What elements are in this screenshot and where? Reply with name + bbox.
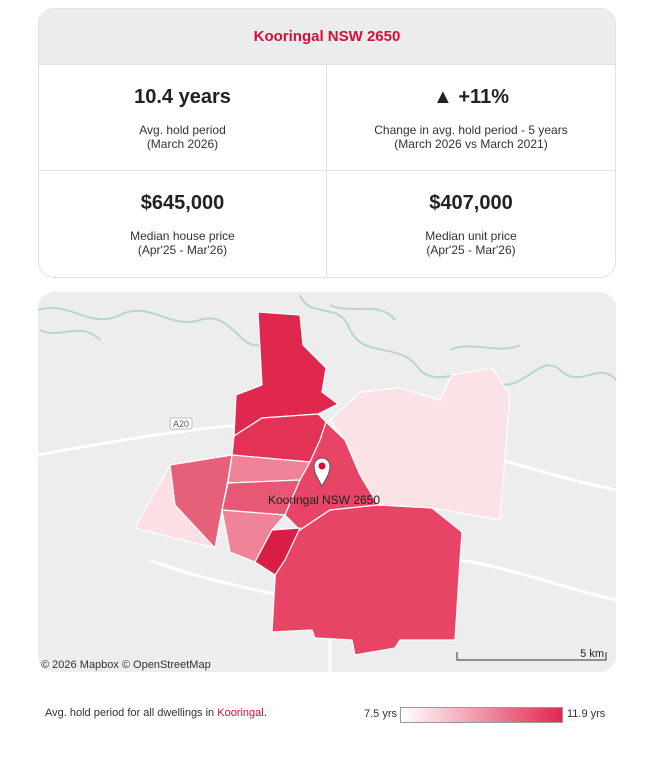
- stat-cell: ▲ +11% Change in avg. hold period - 5 yea…: [327, 65, 615, 171]
- card-title: Kooringal NSW 2650: [39, 9, 615, 65]
- stat-label: Avg. hold period (March 2026): [39, 123, 326, 151]
- summary-card: Kooringal NSW 2650 10.4 years Avg. hold p…: [38, 8, 616, 278]
- stat-value: $645,000: [140, 192, 225, 214]
- legend-max: 11.9 yrs: [567, 708, 606, 720]
- scale-label: 5 km: [580, 648, 604, 660]
- suburb: Kooringal: [217, 707, 264, 719]
- legend-min: 7.5 yrs: [363, 708, 397, 720]
- caption: Avg. hold period for all dwellings in: [45, 707, 218, 719]
- scale-bar: [456, 652, 607, 661]
- stat-label: Median house price (Apr'25 - Mar'26): [39, 229, 326, 257]
- caption-end: .: [263, 707, 267, 719]
- map-canvas: Kooringal NSW 2650 A20 © 2026 Mapbox © O…: [38, 292, 616, 672]
- legend-caption: Avg. hold period for all dwellings in Ko…: [45, 707, 267, 719]
- stats-grid: 10.4 years Avg. hold period (March 2026) ▲ …: [39, 65, 615, 277]
- place-label: Kooringal NSW 2650: [268, 493, 380, 507]
- label: Change in avg. hold period - 5 years: [374, 123, 568, 137]
- label: Avg. hold period: [139, 123, 226, 137]
- stat-cell: $407,000 Median unit price (Apr'25 - Mar'2…: [327, 171, 615, 277]
- stat-value: ▲ +11%: [433, 86, 509, 108]
- legend-gradient: [400, 707, 563, 723]
- stat-value: $407,000: [429, 192, 513, 214]
- label: Median unit price: [425, 229, 517, 243]
- stat-value: 10.4 years: [134, 86, 231, 108]
- sublabel: (March 2026 vs March 2021): [394, 137, 548, 151]
- map-pin[interactable]: [313, 457, 331, 487]
- attribution[interactable]: © 2026 Mapbox © OpenStreetMap: [41, 659, 211, 671]
- suburbs: [134, 311, 511, 656]
- sublabel: (Apr'25 - Mar'26): [426, 243, 516, 257]
- stat-cell: 10.4 years Avg. hold period (March 2026): [39, 65, 327, 171]
- sublabel: (March 2026): [146, 137, 219, 151]
- road-label: A20: [173, 419, 189, 429]
- sublabel: (Apr'25 - Mar'26): [137, 243, 228, 257]
- stat-label: Change in avg. hold period - 5 years (Mar…: [327, 123, 615, 151]
- stat-label: Median unit price (Apr'25 - Mar'26): [327, 229, 615, 257]
- stat-cell: $645,000 Median house price (Apr'25 - Mar'…: [39, 171, 327, 277]
- map[interactable]: Kooringal NSW 2650 A20 © 2026 Mapbox © O…: [38, 292, 616, 672]
- label: Median house price: [130, 229, 235, 243]
